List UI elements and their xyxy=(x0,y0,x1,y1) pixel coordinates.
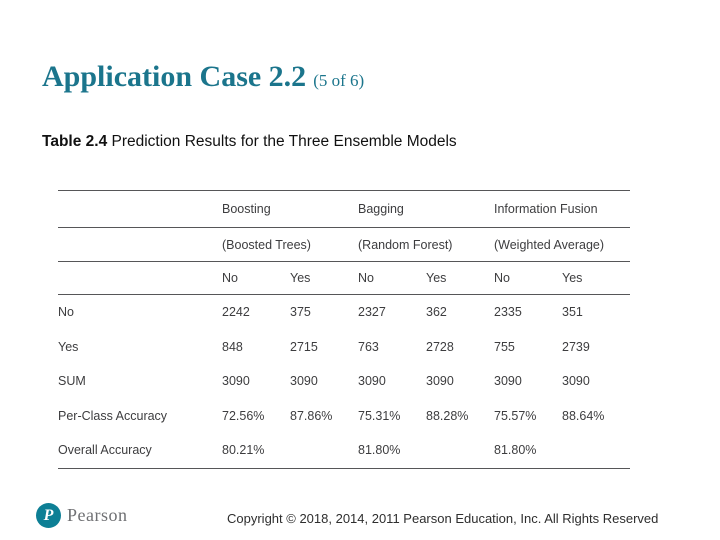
subheader-weighted-average: (Weighted Average) xyxy=(494,227,630,262)
table-cell: 81.80% xyxy=(358,443,401,458)
table-cell: 87.86% xyxy=(290,408,333,423)
corner-cell xyxy=(58,227,222,262)
table-cell: 72.56% xyxy=(222,408,265,423)
table-cell: 848 xyxy=(222,339,243,354)
table-cell: 2335 xyxy=(494,305,522,320)
class-header: No xyxy=(222,261,290,295)
table-cell: 3090 xyxy=(494,374,522,389)
table-cell: 3090 xyxy=(562,374,590,389)
page-title: Application Case 2.2 (5 of 6) xyxy=(42,60,364,98)
table-cell: 375 xyxy=(290,305,311,320)
class-header: No xyxy=(494,261,562,295)
row-label: Per-Class Accuracy xyxy=(58,408,168,423)
row-label: Yes xyxy=(58,339,79,354)
table-row-no: No 2242 375 2327 362 2335 351 xyxy=(58,295,630,330)
subheader-boosted-trees: (Boosted Trees) xyxy=(222,227,358,262)
pearson-p-letter: P xyxy=(43,506,54,524)
table-cell: 2715 xyxy=(290,339,318,354)
page-title-suffix: (5 of 6) xyxy=(313,71,365,90)
pearson-logo: P Pearson xyxy=(36,503,128,528)
subheader-random-forest: (Random Forest) xyxy=(358,227,494,262)
group-header-bagging: Bagging xyxy=(358,190,494,228)
table-caption-number: Table 2.4 xyxy=(42,133,108,150)
table-row-group-headers: Boosting Bagging Information Fusion xyxy=(58,190,630,228)
table-row-class-headers: No Yes No Yes No Yes xyxy=(58,261,630,295)
table-caption-text: Prediction Results for the Three Ensembl… xyxy=(107,133,457,150)
row-label: Overall Accuracy xyxy=(58,443,152,458)
table-cell xyxy=(426,433,494,468)
table-cell: 3090 xyxy=(358,374,386,389)
pearson-wordmark: Pearson xyxy=(67,505,128,525)
table-cell: 88.64% xyxy=(562,408,605,423)
table-cell: 80.21% xyxy=(222,443,265,458)
group-header-information-fusion: Information Fusion xyxy=(494,190,630,228)
results-table-container: Boosting Bagging Information Fusion (Boo… xyxy=(58,190,630,469)
table-cell: 763 xyxy=(358,339,379,354)
table-cell xyxy=(290,433,358,468)
table-cell: 755 xyxy=(494,339,515,354)
table-cell: 2327 xyxy=(358,305,386,320)
table-cell: 362 xyxy=(426,305,447,320)
table-cell: 3090 xyxy=(222,374,250,389)
table-cell: 2739 xyxy=(562,339,590,354)
page-title-text: Application Case 2.2 xyxy=(42,60,307,93)
table-cell: 3090 xyxy=(426,374,454,389)
table-cell: 3090 xyxy=(290,374,318,389)
corner-cell xyxy=(58,261,222,295)
class-header: No xyxy=(358,261,426,295)
copyright-text: Copyright © 2018, 2014, 2011 Pearson Edu… xyxy=(227,511,659,526)
corner-cell xyxy=(58,190,222,228)
pearson-p-icon: P xyxy=(36,503,61,528)
table-cell: 81.80% xyxy=(494,443,537,458)
table-cell: 75.31% xyxy=(358,408,401,423)
class-header: Yes xyxy=(562,261,630,295)
table-cell: 88.28% xyxy=(426,408,469,423)
table-row-group-subheaders: (Boosted Trees) (Random Forest) (Weighte… xyxy=(58,227,630,262)
table-row-sum: SUM 3090 3090 3090 3090 3090 3090 xyxy=(58,364,630,399)
table-row-yes: Yes 848 2715 763 2728 755 2739 xyxy=(58,330,630,365)
row-label: SUM xyxy=(58,374,86,389)
class-header: Yes xyxy=(426,261,494,295)
table-cell xyxy=(562,433,630,468)
results-table: Boosting Bagging Information Fusion (Boo… xyxy=(58,190,630,469)
class-header: Yes xyxy=(290,261,358,295)
table-cell: 351 xyxy=(562,305,583,320)
table-row-per-class-accuracy: Per-Class Accuracy 72.56% 87.86% 75.31% … xyxy=(58,399,630,434)
table-cell: 75.57% xyxy=(494,408,537,423)
table-cell: 2728 xyxy=(426,339,454,354)
table-row-overall-accuracy: Overall Accuracy 80.21% 81.80% 81.80% xyxy=(58,433,630,468)
table-caption: Table 2.4 Prediction Results for the Thr… xyxy=(42,133,457,151)
table-cell: 2242 xyxy=(222,305,250,320)
row-label: No xyxy=(58,305,74,320)
group-header-boosting: Boosting xyxy=(222,190,358,228)
